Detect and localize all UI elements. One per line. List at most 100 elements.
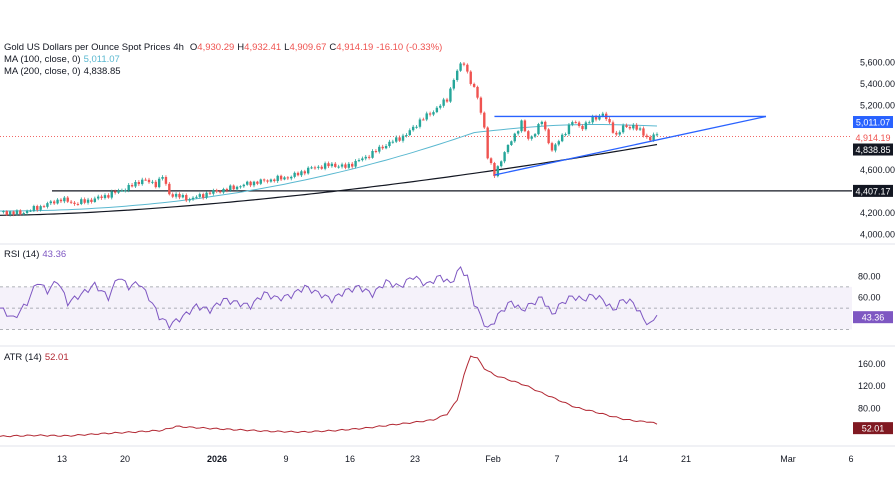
candle-body [290, 176, 293, 179]
candle-body [127, 184, 130, 191]
candle-body [141, 179, 144, 185]
candle-body [445, 99, 449, 102]
candle-body [296, 172, 300, 176]
candle-body [323, 163, 327, 169]
candle-body [652, 134, 655, 141]
candle-body [506, 144, 510, 153]
candle-body [594, 116, 598, 120]
candle-body [628, 126, 632, 129]
candle-body [100, 196, 103, 198]
candle-body [449, 88, 452, 102]
atr-line [0, 355, 658, 438]
candle-body [557, 141, 560, 145]
candle-body [225, 188, 229, 191]
price-tick-label: 5,400.00 [860, 79, 895, 89]
rsi-legend: RSI (14) 43.36 [4, 249, 67, 260]
time-tick-label: 20 [120, 454, 130, 464]
price-tick-label: 4,000.00 [860, 230, 895, 240]
candle-body [49, 201, 52, 204]
candle-body [2, 211, 5, 213]
candle-body [83, 199, 86, 203]
candle-body [259, 179, 262, 184]
candle-body [103, 195, 107, 198]
candle-body [500, 161, 503, 167]
candle-body [154, 181, 157, 188]
candle-body [201, 194, 205, 198]
candle-body [130, 184, 134, 187]
candle-body [205, 192, 208, 198]
atr-value-tag-bg [853, 422, 893, 435]
rsi-value-tag-bg [853, 311, 893, 324]
candle-body [235, 186, 239, 190]
candle-body [544, 121, 547, 130]
atr-tick-label: 120.00 [858, 381, 886, 391]
candle-body [327, 163, 330, 167]
last-price-tag: 4,914.19 [855, 133, 890, 143]
candle-body [584, 122, 588, 130]
rsi-tick-label: 60.00 [858, 293, 881, 303]
candle-body [455, 70, 459, 80]
candle-body [388, 141, 391, 146]
candle-body [655, 134, 659, 136]
support-level-tag-bg [853, 184, 893, 197]
candle-body [472, 83, 476, 87]
candle-body [547, 129, 550, 144]
candle-body [239, 186, 242, 188]
candle-body [598, 115, 601, 120]
candle-body [618, 132, 621, 135]
candle-body [411, 126, 415, 131]
candle-body [252, 181, 256, 186]
candle-body [124, 190, 127, 192]
candle-body [164, 177, 168, 184]
candle-body [391, 141, 395, 143]
time-tick-label: 6 [848, 454, 853, 464]
ma100-price-tag-bg [853, 116, 893, 129]
candle-body [134, 181, 137, 187]
candle-body [306, 167, 310, 174]
open-value: 4,930.29 [197, 42, 235, 53]
candle-body [378, 146, 381, 152]
candle-body [523, 120, 527, 132]
candle-body [32, 206, 36, 211]
candle-body [486, 127, 489, 159]
atr-tick-label: 160.00 [858, 359, 886, 369]
price-tick-label: 4,600.00 [860, 165, 895, 175]
candle-body [279, 175, 283, 180]
candle-body [520, 120, 523, 132]
candle-body [246, 181, 249, 185]
candle-body [25, 210, 29, 213]
candle-body [330, 163, 334, 167]
candle-body [632, 125, 635, 129]
candle-body [293, 172, 296, 177]
candle-body [347, 163, 351, 168]
time-tick-label: 7 [554, 454, 559, 464]
time-tick-label: Feb [485, 454, 501, 464]
interval: 4h [173, 42, 184, 53]
rsi-value-tag: 43.36 [862, 313, 885, 323]
candle-body [286, 177, 290, 179]
candle-body [218, 191, 222, 193]
candle-body [428, 113, 432, 115]
candle-body [466, 64, 469, 72]
candle-body [8, 211, 12, 215]
candle-body [93, 198, 97, 202]
candle-body [601, 113, 605, 116]
candle-body [185, 195, 188, 201]
time-tick-label: 2026 [207, 454, 227, 464]
time-tick-label: 13 [57, 454, 67, 464]
candle-body [171, 194, 174, 197]
candle-body [367, 156, 371, 158]
candle-body [42, 206, 46, 208]
candle-body [12, 211, 15, 215]
candle-body [564, 134, 567, 136]
candle-body [269, 179, 273, 182]
candle-body [405, 134, 408, 136]
candle-body [452, 79, 456, 89]
candle-body [46, 203, 49, 207]
candle-body [90, 199, 93, 202]
candle-body [168, 183, 171, 195]
candle-body [86, 199, 90, 203]
time-tick-label: 9 [283, 454, 288, 464]
candle-body [208, 192, 212, 194]
